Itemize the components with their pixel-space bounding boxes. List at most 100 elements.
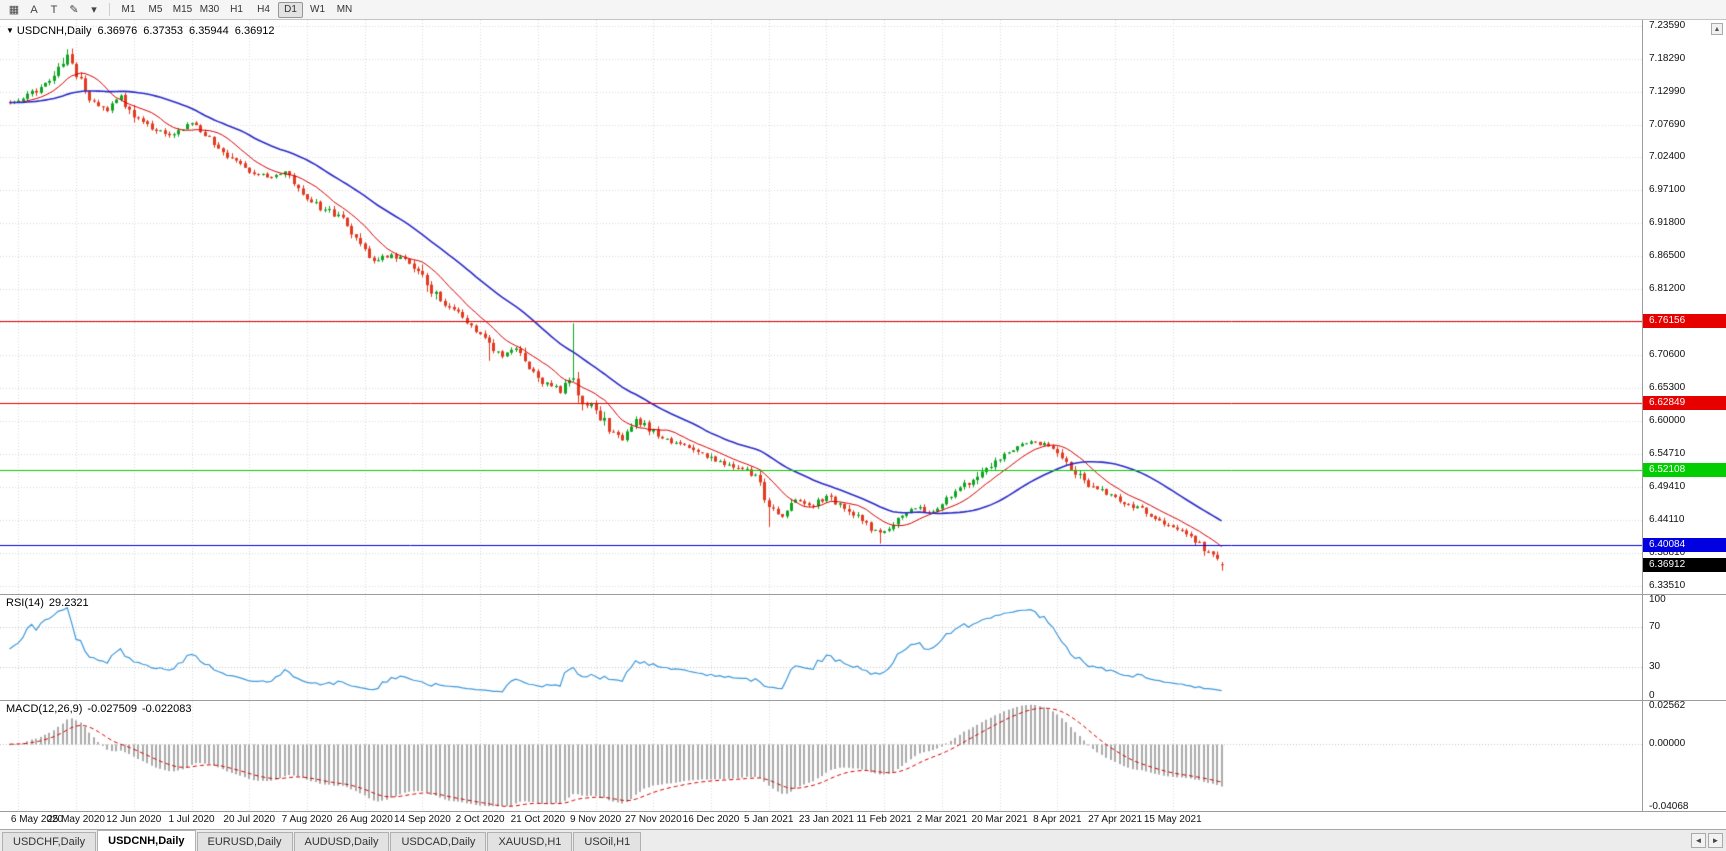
timeframe-m5-button[interactable]: M5 — [148, 4, 163, 15]
tabs: USDCHF,Daily USDCNH,Daily EURUSD,Daily AUDU… — [2, 829, 642, 851]
charts-menu-icon[interactable]: ▦ — [8, 4, 20, 16]
rsi-axis-label: 0 — [1649, 690, 1655, 701]
ohlc-high: 6.37353 — [143, 25, 184, 37]
ohlc-low: 6.35944 — [189, 25, 229, 37]
rsi-value: 29.2321 — [48, 597, 89, 609]
price-axis-label: 6.91800 — [1649, 217, 1686, 229]
timeframe-mn-button[interactable]: MN — [336, 4, 353, 15]
date-axis-label: 5 Jan 2021 — [743, 814, 794, 825]
hline-price-label[interactable]: 6.62849 — [1643, 396, 1726, 411]
tab-scroll-buttons: ◄ ► — [1689, 833, 1723, 848]
macd-signal-value: -0.022083 — [141, 703, 192, 715]
rsi-indicator-label: RSI(14) 29.2321 — [6, 597, 94, 609]
price-axis-label: 6.33510 — [1649, 579, 1686, 591]
chart-title: ▼ USDCNH,Daily 6.36976 6.37353 6.35944 6.3691… — [6, 25, 275, 37]
price-axis-label: 6.54710 — [1649, 448, 1686, 459]
current-price-label: 6.36912 — [1643, 557, 1726, 572]
date-axis-label: 6 May 2020 — [10, 814, 64, 825]
timeframe-button-group: M1 M5 M15 M30 H1 H4 D1 W1 MN — [115, 1, 358, 18]
ohlc-close: 6.36912 — [234, 25, 275, 37]
timeframe-h4-button[interactable]: H4 — [257, 4, 270, 15]
date-axis-label: 26 Aug 2020 — [336, 814, 393, 825]
date-axis-separator — [0, 811, 1726, 812]
price-axis-label: 6.38810 — [1649, 546, 1686, 558]
macd-axis-label: 0.02562 — [1649, 700, 1686, 711]
tab-audusd-daily[interactable]: AUDUSD,Daily — [293, 832, 390, 851]
macd-panel-separator[interactable] — [0, 700, 1726, 701]
date-axis-label: 20 Mar 2021 — [971, 814, 1028, 825]
rsi-axis-label: 30 — [1649, 660, 1661, 672]
tabs-scroll-right-button[interactable]: ► — [1708, 833, 1723, 848]
toolbar-icon-group: ▦ A T ✎ ▾ — [4, 2, 104, 18]
price-axis-label: 6.70600 — [1649, 349, 1686, 361]
date-axis-label: 2 Oct 2020 — [455, 814, 505, 825]
collapse-chart-toggle[interactable]: ▼ — [6, 26, 14, 35]
timeframe-h1-button[interactable]: H1 — [230, 4, 243, 15]
timeframe-d1-button[interactable]: D1 — [278, 1, 303, 18]
rsi-name: RSI(14) — [6, 597, 44, 609]
price-axis-label: 6.81200 — [1649, 283, 1686, 295]
date-axis-label: 15 May 2021 — [1143, 814, 1202, 825]
hline-price-label[interactable]: 6.40084 — [1643, 537, 1726, 552]
date-axis-label: 21 Oct 2020 — [510, 814, 566, 825]
price-axis-separator — [1642, 20, 1643, 811]
chart-symbol-period: USDCNH,Daily — [16, 25, 92, 37]
scroll-up-button[interactable]: ▲ — [1711, 23, 1723, 35]
chart-canvas[interactable] — [0, 20, 1642, 811]
rsi-panel-separator[interactable] — [0, 594, 1726, 595]
price-axis-label: 6.44110 — [1649, 513, 1685, 525]
rsi-axis-label: 70 — [1649, 621, 1661, 633]
price-axis-label: 7.18290 — [1649, 52, 1686, 64]
price-axis-label: 6.86500 — [1649, 250, 1686, 262]
macd-axis-label: 0.00000 — [1649, 737, 1686, 749]
date-axis[interactable]: 6 May 2020 25 May 2020 12 Jun 2020 1 Jul 20… — [0, 811, 1642, 829]
chart-tab-bar: USDCHF,Daily USDCNH,Daily EURUSD,Daily AUDU… — [0, 829, 1726, 851]
price-axis-label: 7.12990 — [1649, 85, 1686, 97]
price-axis-label: 7.02400 — [1649, 151, 1686, 163]
macd-name: MACD(12,26,9) — [6, 703, 83, 715]
timeframe-m1-button[interactable]: M1 — [121, 4, 136, 15]
tab-usdchf-daily[interactable]: USDCHF,Daily — [2, 832, 97, 851]
hline-price-label[interactable]: 6.52108 — [1643, 463, 1726, 478]
date-axis-label: 12 Jun 2020 — [106, 814, 162, 825]
macd-axis[interactable]: 0.02562 0.00000 -0.04068 — [1643, 700, 1726, 812]
toolbar-separator — [109, 3, 110, 16]
date-axis-label: 2 Mar 2021 — [916, 814, 968, 825]
cursor-tool-icon[interactable]: A — [30, 3, 38, 16]
date-axis-label: 25 May 2020 — [47, 814, 105, 825]
tabs-scroll-left-button[interactable]: ◄ — [1691, 833, 1706, 848]
macd-axis-label: -0.04068 — [1649, 801, 1689, 812]
timeframe-m30-button[interactable]: M30 — [199, 4, 220, 15]
timeframe-m15-button[interactable]: M15 — [172, 4, 193, 15]
macd-value: -0.027509 — [87, 703, 137, 715]
tab-usdcnh-daily[interactable]: USDCNH,Daily — [97, 830, 196, 851]
tab-eurusd-daily[interactable]: EURUSD,Daily — [196, 832, 293, 851]
hline-price-label[interactable]: 6.76156 — [1643, 313, 1726, 328]
date-axis-label: 1 Jul 2020 — [168, 814, 215, 825]
date-axis-label: 27 Apr 2021 — [1088, 814, 1143, 825]
rsi-axis[interactable]: 100 70 30 0 — [1643, 594, 1726, 701]
tab-xauusd-h1[interactable]: XAUUSD,H1 — [487, 832, 573, 851]
date-axis-label: 16 Dec 2020 — [682, 814, 740, 825]
macd-indicator-label: MACD(12,26,9) -0.027509 -0.022083 — [6, 703, 197, 715]
text-tool-icon[interactable]: T — [50, 3, 58, 16]
tab-usoil-h1[interactable]: USOil,H1 — [573, 832, 642, 851]
date-axis-label: 7 Aug 2020 — [281, 814, 333, 825]
toolbar: ▦ A T ✎ ▾ M1 M5 M15 M30 H1 H4 D1 W1 MN — [0, 0, 1726, 20]
timeframe-w1-button[interactable]: W1 — [310, 4, 325, 15]
tab-usdcad-daily[interactable]: USDCAD,Daily — [390, 832, 487, 851]
date-axis-label: 9 Nov 2020 — [570, 814, 622, 825]
price-axis[interactable]: 7.23590 7.18290 7.12990 7.07690 7.02400 6.971… — [1643, 20, 1726, 594]
date-axis-label: 8 Apr 2021 — [1033, 814, 1082, 825]
price-axis-label: 6.60000 — [1649, 415, 1686, 427]
price-axis-label: 6.49410 — [1649, 480, 1686, 492]
date-axis-label: 20 Jul 2020 — [223, 814, 276, 825]
date-axis-label: 11 Feb 2021 — [856, 814, 912, 825]
date-axis-label: 27 Nov 2020 — [624, 814, 682, 825]
date-axis-label: 23 Jan 2021 — [798, 814, 854, 825]
draw-tool-icon[interactable]: ✎ — [69, 4, 79, 16]
price-axis-label: 6.97100 — [1649, 184, 1686, 196]
tools-dropdown-caret[interactable]: ▾ — [91, 4, 97, 16]
price-axis-label: 7.07690 — [1649, 118, 1686, 130]
